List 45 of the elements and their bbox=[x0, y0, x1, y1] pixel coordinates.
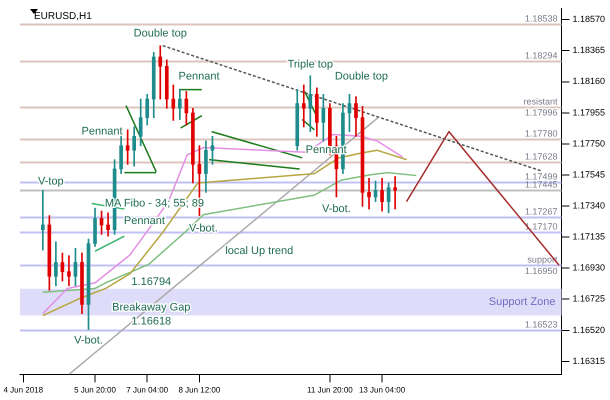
y-tick-label: 1.18365 bbox=[572, 45, 606, 56]
annotation: Double top bbox=[134, 28, 187, 40]
y-tick-label: 1.18570 bbox=[572, 14, 606, 24]
annotation: Double top bbox=[334, 70, 388, 82]
annotation: 1.16950 bbox=[524, 266, 558, 276]
ref-line-label: 1.18294 bbox=[524, 50, 558, 60]
ref-line-label: 1.17628 bbox=[524, 151, 558, 162]
annotation: V-bot. bbox=[74, 334, 103, 347]
y-tick-label: 1.17545 bbox=[572, 169, 606, 180]
ref-line-label: 1.17445 bbox=[524, 179, 558, 190]
y-tick-label: 1.17955 bbox=[572, 107, 606, 118]
ref-line-label: resistant bbox=[523, 96, 558, 106]
y-tick-label: 1.17135 bbox=[572, 232, 606, 242]
y-tick-label: 1.17340 bbox=[572, 200, 606, 211]
x-tick-label: 7 Jun 04:00 bbox=[126, 385, 169, 394]
ref-line-label: 1.17780 bbox=[524, 128, 558, 138]
annotation: 1.16618 bbox=[131, 315, 172, 328]
ref-line-label: 1.18538 bbox=[524, 13, 558, 24]
ref-line-label: 1.17267 bbox=[524, 206, 558, 216]
x-tick-label: 11 Jun 20:00 bbox=[307, 385, 354, 394]
y-tick-label: 1.17750 bbox=[572, 138, 606, 148]
y-tick-label: 1.16520 bbox=[572, 324, 606, 335]
annotation: local Up trend bbox=[225, 245, 294, 258]
annotation: V-bot. bbox=[189, 222, 218, 235]
annotation: 1.17996 bbox=[524, 108, 558, 118]
annotation: V-bot. bbox=[322, 202, 351, 215]
x-tick-label: 8 Jun 12:00 bbox=[178, 385, 221, 394]
x-tick-label: 13 Jun 04:00 bbox=[358, 385, 406, 394]
annotation: 1.16794 bbox=[131, 276, 172, 288]
chart-title: EURUSD,H1 bbox=[34, 11, 92, 22]
x-tick-label: 4 Jun 2018 bbox=[3, 385, 44, 394]
ref-line-label: 1.17499 bbox=[524, 171, 558, 182]
annotation: V-top bbox=[38, 175, 64, 188]
y-tick-label: 1.16315 bbox=[572, 356, 606, 366]
annotation: Pennant bbox=[124, 215, 165, 228]
x-tick-label: 5 Jun 20:00 bbox=[74, 385, 116, 394]
y-tick-label: 1.18160 bbox=[572, 76, 606, 86]
annotation: Pennant bbox=[178, 70, 220, 83]
ref-line-label: 1.16523 bbox=[524, 319, 558, 330]
y-tick-label: 1.16930 bbox=[572, 262, 606, 273]
annotation: Triple top bbox=[288, 58, 334, 71]
band-label: Support Zone bbox=[488, 296, 556, 308]
y-tick-label: 1.16725 bbox=[572, 294, 606, 304]
annotation: Breakaway Gap bbox=[112, 301, 190, 314]
annotation: Pennant bbox=[82, 126, 122, 138]
